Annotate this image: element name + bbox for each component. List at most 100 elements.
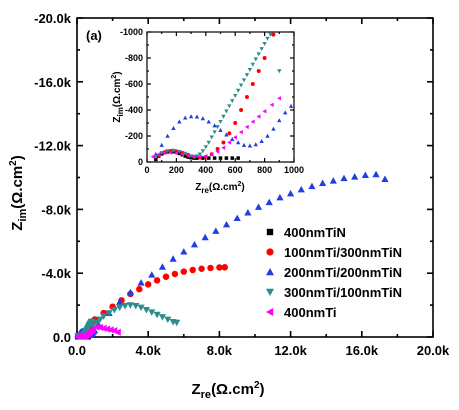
data-point (148, 309, 156, 316)
data-point (201, 233, 209, 241)
data-point (319, 179, 327, 186)
data-point (136, 285, 143, 293)
data-point (340, 174, 348, 182)
data-point (361, 171, 369, 178)
inset-data-point (269, 102, 274, 107)
inset-data-point (191, 154, 196, 159)
inset-data-point (238, 129, 243, 135)
inset-y-axis-label: Zim(Ω.cm2) (111, 71, 125, 122)
inset-data-point (250, 82, 255, 86)
inset-plot-area (150, 32, 294, 162)
inset-data-point (277, 96, 282, 101)
data-point (287, 189, 295, 197)
inset-data-point (197, 154, 202, 159)
inset-data-point (247, 143, 253, 148)
panel-label: (a) (86, 28, 102, 43)
data-point (107, 326, 114, 334)
data-point (153, 277, 161, 284)
data-point (329, 177, 337, 184)
data-point (169, 255, 177, 262)
inset-data-point (253, 142, 258, 147)
inset-data-point (156, 152, 161, 157)
inset-y-axis-label-unit: (Ω.cm (112, 79, 123, 108)
legend-marker (266, 308, 274, 316)
data-point (180, 248, 188, 255)
inset-data-point (185, 153, 190, 158)
data-point (162, 273, 170, 280)
inset-data-point (162, 150, 167, 156)
main-x-tick-label: 0.0 (68, 343, 86, 358)
inset-data-point (168, 150, 173, 155)
inset-data-point (150, 154, 155, 159)
inset-data-point (209, 152, 214, 157)
inset-data-point (265, 133, 270, 138)
inset-data-point (171, 126, 176, 130)
inset-data-point (186, 155, 190, 159)
data-point (198, 265, 205, 272)
data-point (276, 193, 284, 201)
inset-data-point (233, 93, 238, 98)
inset-x-axis-label-sub: re (201, 186, 209, 195)
data-point (114, 328, 121, 336)
data-point (92, 319, 101, 327)
data-point (212, 227, 220, 234)
legend-label: 400nmTi (284, 305, 337, 320)
inset-data-point (227, 104, 232, 109)
x-axis-label-unit: (Ω.cm (211, 381, 254, 398)
inset-data-point (188, 114, 194, 119)
main-y-tick-label: -20.0k (34, 11, 72, 26)
inset-data-point (271, 126, 276, 131)
legend-marker (266, 228, 274, 236)
inset-data-point (212, 123, 217, 128)
inset-y-axis-label-close: ) (112, 71, 123, 74)
main-y-tick-label: 0.0 (53, 330, 71, 345)
inset-data-point (227, 140, 232, 145)
inset-data-point (203, 145, 208, 150)
main-y-tick-label: -8.0k (41, 202, 71, 217)
inset-data-point (212, 156, 217, 160)
main-y-tick-label: -16.0k (34, 75, 72, 90)
inset-data-point (212, 130, 217, 135)
inset-data-point (250, 62, 256, 67)
inset-data-point (262, 109, 267, 114)
inset-data-point (215, 149, 220, 154)
inset-data-point (200, 116, 206, 121)
data-point (158, 263, 167, 270)
data-point (173, 319, 181, 327)
x-axis-label-main: Z (191, 381, 200, 398)
inset-x-tick-label: 0 (144, 165, 149, 175)
data-point (137, 304, 145, 312)
main-x-tick-label: 8.0k (207, 343, 233, 358)
inset-data-point (203, 153, 208, 159)
x-axis-label-sub: re (201, 389, 211, 401)
inset-data-point (238, 83, 244, 88)
inset-y-axis-label-sup: 2 (111, 75, 118, 79)
data-point (153, 311, 161, 319)
inset-data-point (230, 137, 235, 142)
data-point (180, 268, 188, 275)
inset-data-point (259, 47, 264, 52)
main-plot-area (74, 170, 389, 340)
data-point (372, 170, 380, 178)
y-axis-label-sup: 2 (8, 160, 19, 166)
inset-data-point (183, 151, 188, 156)
inset-data-point (197, 152, 203, 157)
inset-data-point (224, 156, 229, 160)
inset-data-point (177, 119, 182, 124)
main-x-tick-label: 16.0k (346, 343, 379, 358)
inset-data-point (221, 114, 226, 119)
inset-data-point (250, 119, 255, 124)
y-axis-label-unit: (Ω.cm (9, 166, 26, 209)
inset-data-point (262, 41, 267, 46)
data-point (207, 264, 214, 272)
inset-y-tick-label: -800 (125, 53, 143, 63)
inset-data-point (277, 118, 282, 123)
inset-data-point (159, 142, 164, 147)
data-point (158, 314, 167, 321)
inset-data-point (271, 32, 276, 37)
data-point (137, 279, 145, 286)
inset-x-axis-label-unit: (Ω.cm (209, 182, 238, 193)
inset-data-point (183, 154, 187, 158)
data-point (100, 313, 108, 320)
inset-data-point (206, 140, 211, 145)
